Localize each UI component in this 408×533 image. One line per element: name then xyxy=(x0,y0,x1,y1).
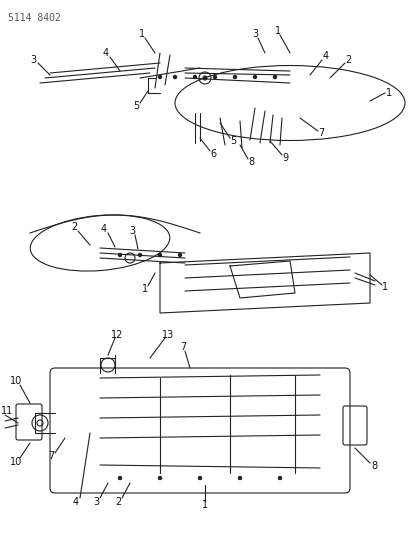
Circle shape xyxy=(158,254,162,256)
Text: 5: 5 xyxy=(230,136,236,146)
Text: 7: 7 xyxy=(48,451,54,461)
Circle shape xyxy=(118,477,122,480)
Text: 1: 1 xyxy=(139,29,145,39)
Text: 4: 4 xyxy=(323,51,329,61)
Text: 7: 7 xyxy=(180,342,186,352)
Text: 1: 1 xyxy=(275,26,281,36)
Text: 4: 4 xyxy=(73,497,79,507)
Text: 6: 6 xyxy=(210,149,216,159)
Circle shape xyxy=(193,76,197,78)
Text: 3: 3 xyxy=(129,226,135,236)
Text: 3: 3 xyxy=(93,497,99,507)
Circle shape xyxy=(273,76,277,78)
Text: 1: 1 xyxy=(142,284,148,294)
Text: 10: 10 xyxy=(10,376,22,386)
Text: 9: 9 xyxy=(282,153,288,163)
Circle shape xyxy=(173,76,177,78)
Text: 2: 2 xyxy=(115,497,121,507)
Text: 13: 13 xyxy=(162,330,174,340)
Text: 1: 1 xyxy=(382,282,388,292)
Circle shape xyxy=(118,254,122,256)
Circle shape xyxy=(233,76,237,78)
Text: 10: 10 xyxy=(10,457,22,467)
Circle shape xyxy=(239,477,242,480)
Circle shape xyxy=(179,254,182,256)
Circle shape xyxy=(199,477,202,480)
Text: 4: 4 xyxy=(103,48,109,58)
Text: 2: 2 xyxy=(71,222,77,232)
Text: 3: 3 xyxy=(252,29,258,39)
Text: 4: 4 xyxy=(101,224,107,234)
Text: 7: 7 xyxy=(318,128,324,138)
Text: 1: 1 xyxy=(202,500,208,510)
Circle shape xyxy=(213,76,217,78)
Circle shape xyxy=(203,76,207,80)
Circle shape xyxy=(253,76,257,78)
Text: 3: 3 xyxy=(30,55,36,65)
Text: 8: 8 xyxy=(371,461,377,471)
Circle shape xyxy=(279,477,282,480)
Circle shape xyxy=(158,477,162,480)
Text: 12: 12 xyxy=(111,330,123,340)
Text: 11: 11 xyxy=(1,406,13,416)
Text: 2: 2 xyxy=(345,55,351,65)
Text: 5114 8402: 5114 8402 xyxy=(8,13,61,23)
Circle shape xyxy=(138,254,142,256)
Circle shape xyxy=(158,76,162,78)
Text: 1: 1 xyxy=(386,88,392,98)
Text: 5: 5 xyxy=(133,101,139,111)
Text: 8: 8 xyxy=(248,157,254,167)
